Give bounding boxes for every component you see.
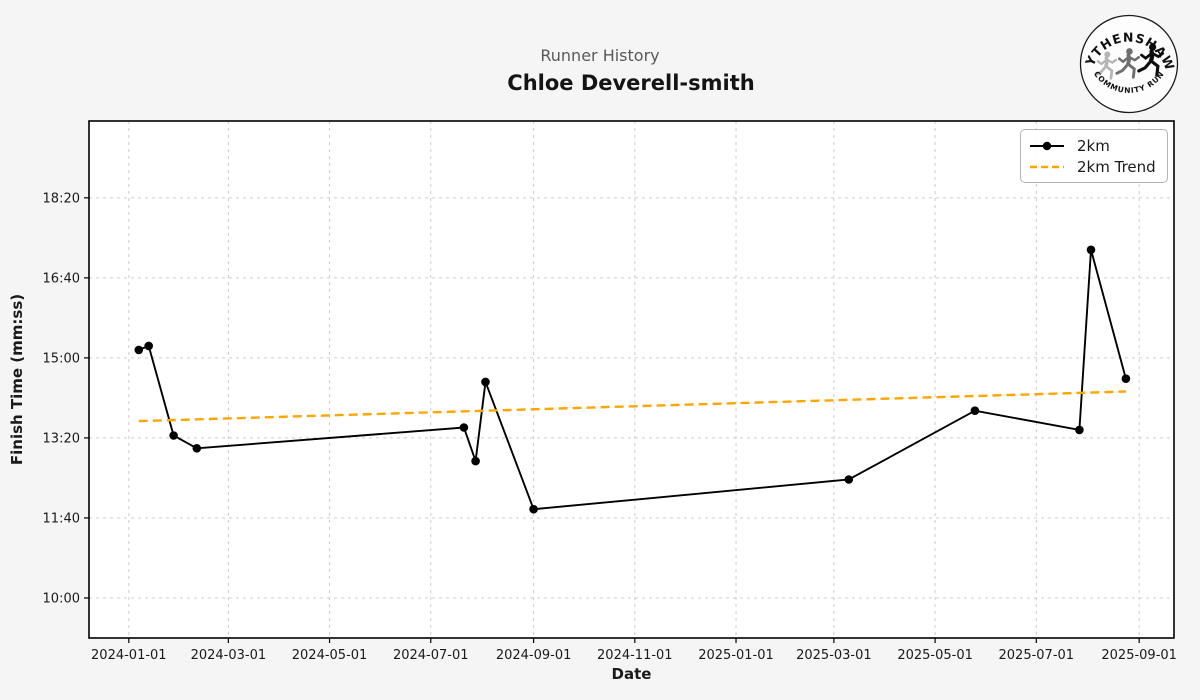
x-tick-label: 2025-03-01 [796,648,872,663]
y-axis-label: Finish Time (mm:ss) [8,294,26,465]
y-axis-ticks: 10:00 11:40 13:20 15:00 16:40 18:20 [43,191,89,606]
data-point-marker [471,456,480,466]
x-tick-label: 2024-03-01 [191,648,267,663]
y-tick-label: 16:40 [43,271,80,286]
data-point-marker [169,431,178,440]
data-point-marker [144,341,153,351]
data-point-marker [192,444,202,453]
legend-item-2km: 2km [1029,137,1159,155]
dashed-line-sample-icon [1030,165,1064,168]
x-tick-label: 2024-11-01 [597,648,673,663]
data-point-marker [1075,425,1084,435]
data-point-marker [970,406,980,416]
chart-subtitle: Runner History [540,46,660,65]
data-point-marker [529,504,538,514]
x-tick-label: 2025-01-01 [698,648,774,663]
legend-label-2km-trend: 2km Trend [1077,157,1156,176]
y-tick-label: 15:00 [43,351,80,366]
data-point-marker [1086,245,1096,255]
legend-label-2km: 2km [1077,136,1110,155]
x-tick-label: 2024-07-01 [393,648,469,663]
page-title: Chloe Deverell-smith [507,71,755,95]
y-tick-label: 18:20 [43,191,80,206]
line-marker-sample-icon [1030,141,1064,150]
gridlines [89,121,1174,638]
data-point-marker [844,475,854,484]
y-tick-label: 13:20 [43,431,80,446]
x-tick-label: 2025-07-01 [999,648,1075,663]
axes-spines [88,120,1175,639]
data-point-marker [459,423,469,432]
x-axis-label: Date [612,665,652,683]
data-point-marker [481,377,490,387]
y-tick-label: 11:40 [43,511,80,526]
x-tick-label: 2024-01-01 [91,648,167,663]
series-2km-trend [138,390,1126,423]
data-point-marker [1121,374,1131,384]
legend-item-2km-trend: 2km Trend [1029,158,1159,176]
data-point-marker [134,345,144,355]
y-tick-label: 10:00 [43,591,80,606]
wythenshawe-community-run-logo: WYTHENSHAWE COMMUNITY RUN [1079,14,1179,114]
x-tick-label: 2025-05-01 [897,648,973,663]
plot-area [89,121,1174,638]
x-tick-label: 2025-09-01 [1101,648,1177,663]
x-tick-label: 2024-05-01 [292,648,368,663]
chart-legend: 2km 2km Trend [1020,129,1168,183]
x-axis-ticks: 2024-01-01 2024-03-01 2024-05-01 2024-07-01… [91,638,1177,663]
x-tick-label: 2024-09-01 [496,648,572,663]
